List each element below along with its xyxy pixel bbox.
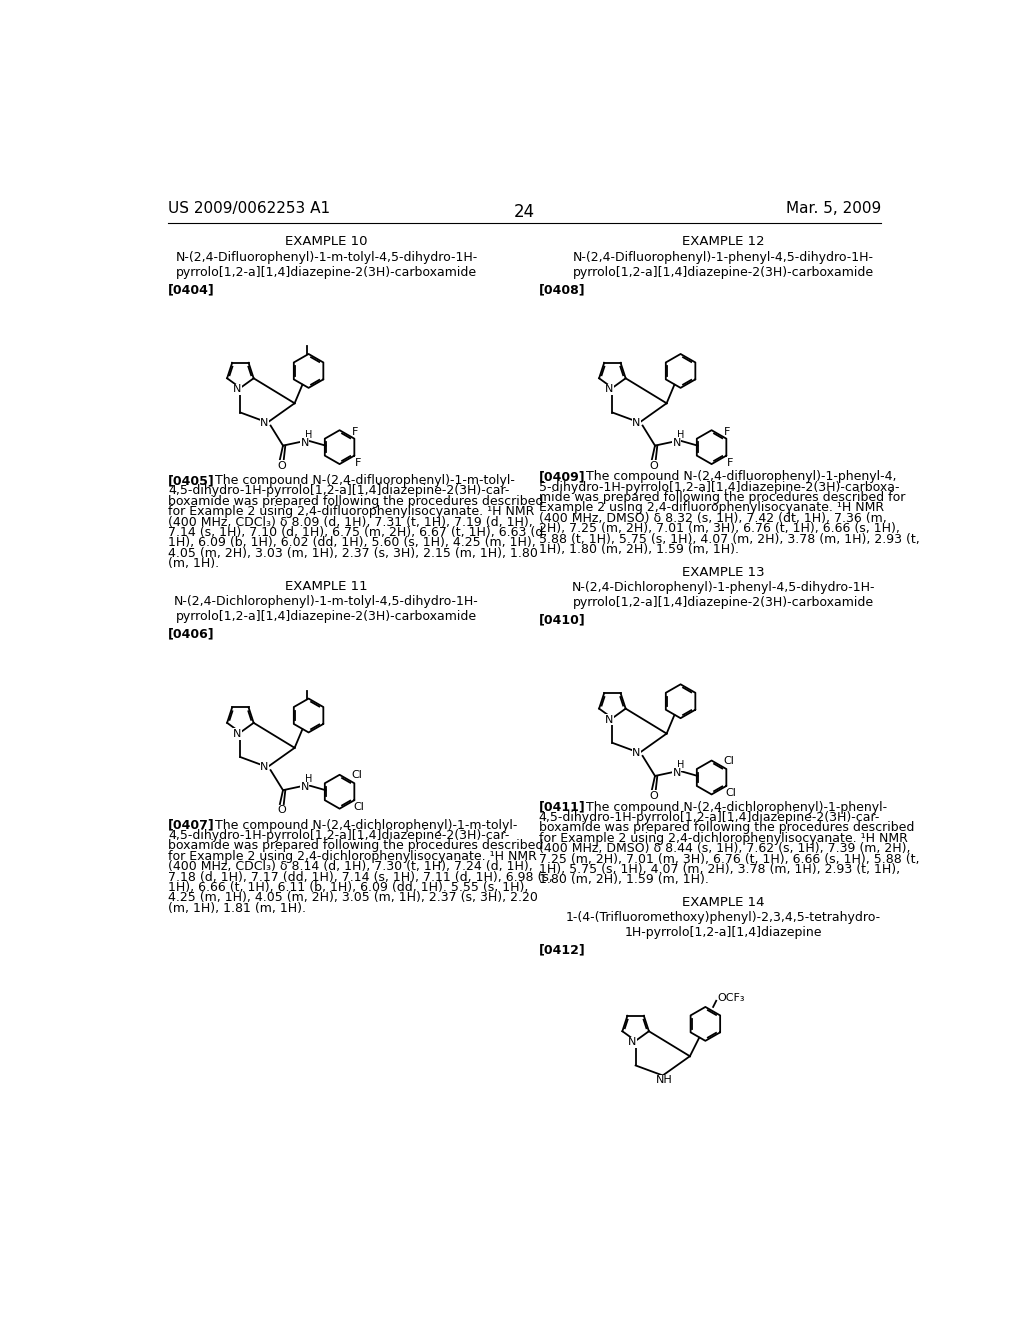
Text: (m, 1H).: (m, 1H).	[168, 557, 219, 570]
Text: H: H	[678, 430, 685, 440]
Text: N: N	[300, 783, 309, 792]
Text: N: N	[233, 729, 242, 739]
Text: (m, 1H), 1.81 (m, 1H).: (m, 1H), 1.81 (m, 1H).	[168, 902, 306, 915]
Text: [0410]: [0410]	[539, 614, 586, 627]
Text: N: N	[300, 437, 309, 447]
Text: NH: NH	[656, 1074, 673, 1085]
Text: The compound N-(2,4-dichlorophenyl)-1-phenyl-: The compound N-(2,4-dichlorophenyl)-1-ph…	[569, 800, 887, 813]
Text: N: N	[632, 748, 641, 758]
Text: N: N	[260, 762, 268, 772]
Text: N: N	[233, 384, 242, 395]
Text: Cl: Cl	[726, 788, 736, 797]
Text: Cl: Cl	[353, 803, 365, 812]
Text: N: N	[673, 437, 681, 447]
Text: 2H), 7.25 (m, 2H), 7.01 (m, 3H), 6.76 (t, 1H), 6.66 (s, 1H),: 2H), 7.25 (m, 2H), 7.01 (m, 3H), 6.76 (t…	[539, 523, 900, 535]
Text: [0404]: [0404]	[168, 284, 215, 296]
Text: 7.25 (m, 2H), 7.01 (m, 3H), 6.76 (t, 1H), 6.66 (s, 1H), 5.88 (t,: 7.25 (m, 2H), 7.01 (m, 3H), 6.76 (t, 1H)…	[539, 853, 920, 866]
Text: 7.14 (s, 1H), 7.10 (d, 1H), 6.75 (m, 2H), 6.67 (t, 1H), 6.63 (d,: 7.14 (s, 1H), 7.10 (d, 1H), 6.75 (m, 2H)…	[168, 527, 548, 539]
Text: H: H	[678, 760, 685, 770]
Text: N-(2,4-Dichlorophenyl)-1-m-tolyl-4,5-dihydro-1H-
pyrrolo[1,2-a][1,4]diazepine-2(: N-(2,4-Dichlorophenyl)-1-m-tolyl-4,5-dih…	[174, 595, 479, 623]
Text: F: F	[724, 426, 730, 437]
Text: H: H	[305, 430, 313, 440]
Text: [0407]: [0407]	[168, 818, 215, 832]
Text: Cl: Cl	[723, 755, 734, 766]
Text: for Example 2 using 2,4-difluorophenylisocyanate. ¹H NMR: for Example 2 using 2,4-difluorophenylis…	[168, 506, 535, 519]
Text: 1H), 1.80 (m, 2H), 1.59 (m, 1H).: 1H), 1.80 (m, 2H), 1.59 (m, 1H).	[539, 543, 738, 556]
Text: boxamide was prepared following the procedures described: boxamide was prepared following the proc…	[539, 821, 914, 834]
Text: O: O	[649, 791, 657, 801]
Text: F: F	[727, 458, 733, 467]
Text: (400 MHz, CDCl₃) δ 8.09 (d, 1H), 7.31 (t, 1H), 7.19 (d, 1H),: (400 MHz, CDCl₃) δ 8.09 (d, 1H), 7.31 (t…	[168, 516, 534, 529]
Text: [0405]: [0405]	[168, 474, 215, 487]
Text: mide was prepared following the procedures described for: mide was prepared following the procedur…	[539, 491, 905, 504]
Text: 4,5-dihydro-1H-pyrrolo[1,2-a][1,4]diazepine-2(3H)-car-: 4,5-dihydro-1H-pyrrolo[1,2-a][1,4]diazep…	[539, 810, 880, 824]
Text: N: N	[605, 714, 613, 725]
Text: EXAMPLE 13: EXAMPLE 13	[682, 566, 765, 578]
Text: [0406]: [0406]	[168, 628, 215, 640]
Text: Example 2 using 2,4-difluorophenylisocyanate. ¹H NMR: Example 2 using 2,4-difluorophenylisocya…	[539, 502, 884, 515]
Text: [0408]: [0408]	[539, 284, 586, 296]
Text: EXAMPLE 10: EXAMPLE 10	[285, 235, 368, 248]
Text: F: F	[355, 458, 361, 467]
Text: EXAMPLE 11: EXAMPLE 11	[285, 579, 368, 593]
Text: O: O	[649, 461, 657, 471]
Text: H: H	[305, 775, 313, 784]
Text: N-(2,4-Difluorophenyl)-1-m-tolyl-4,5-dihydro-1H-
pyrrolo[1,2-a][1,4]diazepine-2(: N-(2,4-Difluorophenyl)-1-m-tolyl-4,5-dih…	[175, 251, 477, 279]
Text: EXAMPLE 14: EXAMPLE 14	[682, 896, 765, 909]
Text: O: O	[278, 461, 286, 471]
Text: for Example 2 using 2,4-dichlorophenylisocyanate. ¹H NMR: for Example 2 using 2,4-dichlorophenylis…	[168, 850, 538, 863]
Text: boxamide was prepared following the procedures described: boxamide was prepared following the proc…	[168, 840, 544, 853]
Text: 1H), 6.66 (t, 1H), 6.11 (b, 1H), 6.09 (dd, 1H). 5.55 (s, 1H),: 1H), 6.66 (t, 1H), 6.11 (b, 1H), 6.09 (d…	[168, 880, 528, 894]
Text: 4,5-dihydro-1H-pyrrolo[1,2-a][1,4]diazepine-2(3H)-car-: 4,5-dihydro-1H-pyrrolo[1,2-a][1,4]diazep…	[168, 829, 510, 842]
Text: 1H), 6.09 (b, 1H), 6.02 (dd, 1H), 5.60 (s, 1H), 4.25 (m, 1H),: 1H), 6.09 (b, 1H), 6.02 (dd, 1H), 5.60 (…	[168, 536, 536, 549]
Text: 4.05 (m, 2H), 3.03 (m, 1H), 2.37 (s, 3H), 2.15 (m, 1H), 1.80: 4.05 (m, 2H), 3.03 (m, 1H), 2.37 (s, 3H)…	[168, 546, 539, 560]
Text: (400 MHz, CDCl₃) δ 8.14 (d, 1H), 7.30 (t, 1H), 7.24 (d, 1H),: (400 MHz, CDCl₃) δ 8.14 (d, 1H), 7.30 (t…	[168, 861, 534, 874]
Text: for Example 2 using 2,4-dichlorophenylisocyanate. ¹H NMR: for Example 2 using 2,4-dichlorophenylis…	[539, 832, 907, 845]
Text: (400 MHz, DMSO) δ 8.44 (s, 1H), 7.62 (s, 1H), 7.39 (m, 2H),: (400 MHz, DMSO) δ 8.44 (s, 1H), 7.62 (s,…	[539, 842, 910, 855]
Text: US 2009/0062253 A1: US 2009/0062253 A1	[168, 201, 331, 215]
Text: N: N	[260, 417, 268, 428]
Text: Cl: Cl	[351, 770, 362, 780]
Text: O: O	[278, 805, 286, 816]
Text: 5.88 (t, 1H), 5.75 (s, 1H), 4.07 (m, 2H), 3.78 (m, 1H), 2.93 (t,: 5.88 (t, 1H), 5.75 (s, 1H), 4.07 (m, 2H)…	[539, 533, 920, 545]
Text: N-(2,4-Difluorophenyl)-1-phenyl-4,5-dihydro-1H-
pyrrolo[1,2-a][1,4]diazepine-2(3: N-(2,4-Difluorophenyl)-1-phenyl-4,5-dihy…	[572, 251, 873, 279]
Text: N: N	[673, 768, 681, 777]
Text: [0409]: [0409]	[539, 470, 586, 483]
Text: [0412]: [0412]	[539, 944, 586, 957]
Text: 1H), 5.75 (s, 1H), 4.07 (m, 2H), 3.78 (m, 1H), 2.93 (t, 1H),: 1H), 5.75 (s, 1H), 4.07 (m, 2H), 3.78 (m…	[539, 863, 900, 876]
Text: The compound N-(2,4-dichlorophenyl)-1-m-tolyl-: The compound N-(2,4-dichlorophenyl)-1-m-…	[200, 818, 518, 832]
Text: The compound N-(2,4-difluorophenyl)-1-phenyl-4,: The compound N-(2,4-difluorophenyl)-1-ph…	[569, 470, 896, 483]
Text: 5-dihydro-1H-pyrrolo[1,2-a][1,4]diazepine-2(3H)-carboxa-: 5-dihydro-1H-pyrrolo[1,2-a][1,4]diazepin…	[539, 480, 899, 494]
Text: The compound N-(2,4-difluorophenyl)-1-m-tolyl-: The compound N-(2,4-difluorophenyl)-1-m-…	[200, 474, 515, 487]
Text: 1-(4-(Trifluoromethoxy)phenyl)-2,3,4,5-tetrahydro-
1H-pyrrolo[1,2-a][1,4]diazepi: 1-(4-(Trifluoromethoxy)phenyl)-2,3,4,5-t…	[565, 911, 881, 940]
Text: N-(2,4-Dichlorophenyl)-1-phenyl-4,5-dihydro-1H-
pyrrolo[1,2-a][1,4]diazepine-2(3: N-(2,4-Dichlorophenyl)-1-phenyl-4,5-dihy…	[571, 581, 874, 609]
Text: 1.80 (m, 2H), 1.59 (m, 1H).: 1.80 (m, 2H), 1.59 (m, 1H).	[539, 874, 709, 886]
Text: 7.18 (d, 1H), 7.17 (dd, 1H), 7.14 (s, 1H), 7.11 (d, 1H), 6.98 (s,: 7.18 (d, 1H), 7.17 (dd, 1H), 7.14 (s, 1H…	[168, 871, 553, 883]
Text: 4.25 (m, 1H), 4.05 (m, 2H), 3.05 (m, 1H), 2.37 (s, 3H), 2.20: 4.25 (m, 1H), 4.05 (m, 2H), 3.05 (m, 1H)…	[168, 891, 539, 904]
Text: EXAMPLE 12: EXAMPLE 12	[682, 235, 765, 248]
Text: N: N	[632, 417, 641, 428]
Text: F: F	[352, 426, 358, 437]
Text: 24: 24	[514, 203, 536, 220]
Text: OCF₃: OCF₃	[718, 993, 745, 1003]
Text: (400 MHz, DMSO) δ 8.32 (s, 1H), 7.42 (dt, 1H), 7.36 (m,: (400 MHz, DMSO) δ 8.32 (s, 1H), 7.42 (dt…	[539, 512, 887, 525]
Text: 4,5-dihydro-1H-pyrrolo[1,2-a][1,4]diazepine-2(3H)-car-: 4,5-dihydro-1H-pyrrolo[1,2-a][1,4]diazep…	[168, 484, 510, 498]
Text: Mar. 5, 2009: Mar. 5, 2009	[786, 201, 882, 215]
Text: [0411]: [0411]	[539, 800, 586, 813]
Text: N: N	[605, 384, 613, 395]
Text: boxamide was prepared following the procedures described: boxamide was prepared following the proc…	[168, 495, 544, 508]
Text: N: N	[629, 1038, 637, 1047]
